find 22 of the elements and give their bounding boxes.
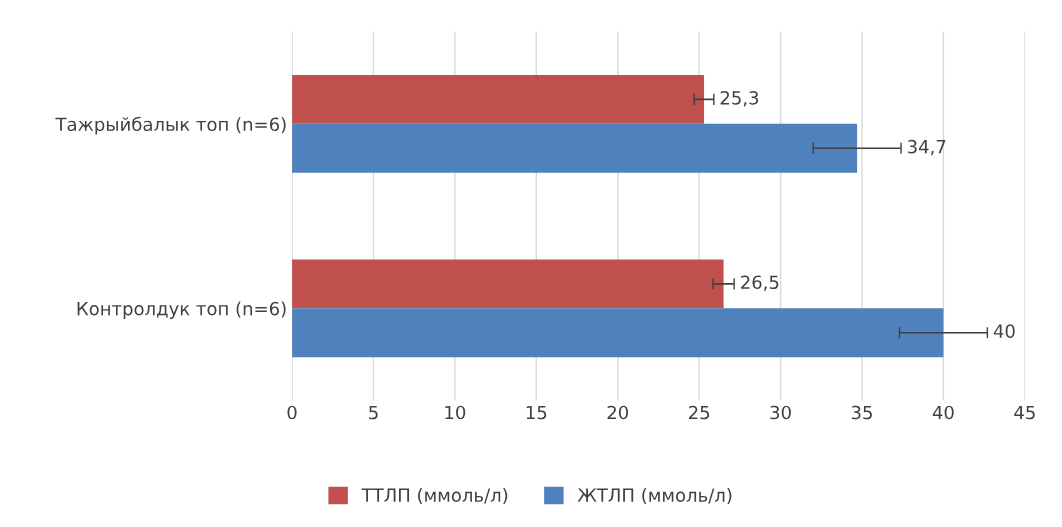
bar <box>292 74 705 124</box>
x-tick-label: 35 <box>851 405 872 420</box>
legend-label: ЖТЛП (ммоль/л) <box>577 488 732 505</box>
x-tick-label: 30 <box>770 405 791 420</box>
y-tick-label: Контролдук топ (n=6) <box>77 301 286 319</box>
x-tick-label: 25 <box>688 405 710 420</box>
x-tick-label: 15 <box>526 405 547 420</box>
data-label: 34,7 <box>908 139 946 156</box>
data-label: 26,5 <box>741 275 779 291</box>
data-label: 40 <box>993 324 1015 338</box>
x-tick-label: 10 <box>445 405 466 420</box>
x-tick-label: 40 <box>932 405 954 420</box>
bar <box>292 123 858 173</box>
x-tick-label: 45 <box>1014 405 1035 420</box>
x-tick-label: 5 <box>369 405 378 420</box>
legend-label: ТТЛП (ммоль/л) <box>361 488 508 505</box>
y-tick-label: Тажрыйбалык топ (n=6) <box>55 116 286 135</box>
x-tick-label: 20 <box>607 405 629 420</box>
data-label: 25,3 <box>720 90 759 107</box>
x-tick-label: 0 <box>287 405 297 420</box>
bar <box>292 308 944 358</box>
bar <box>292 259 724 309</box>
